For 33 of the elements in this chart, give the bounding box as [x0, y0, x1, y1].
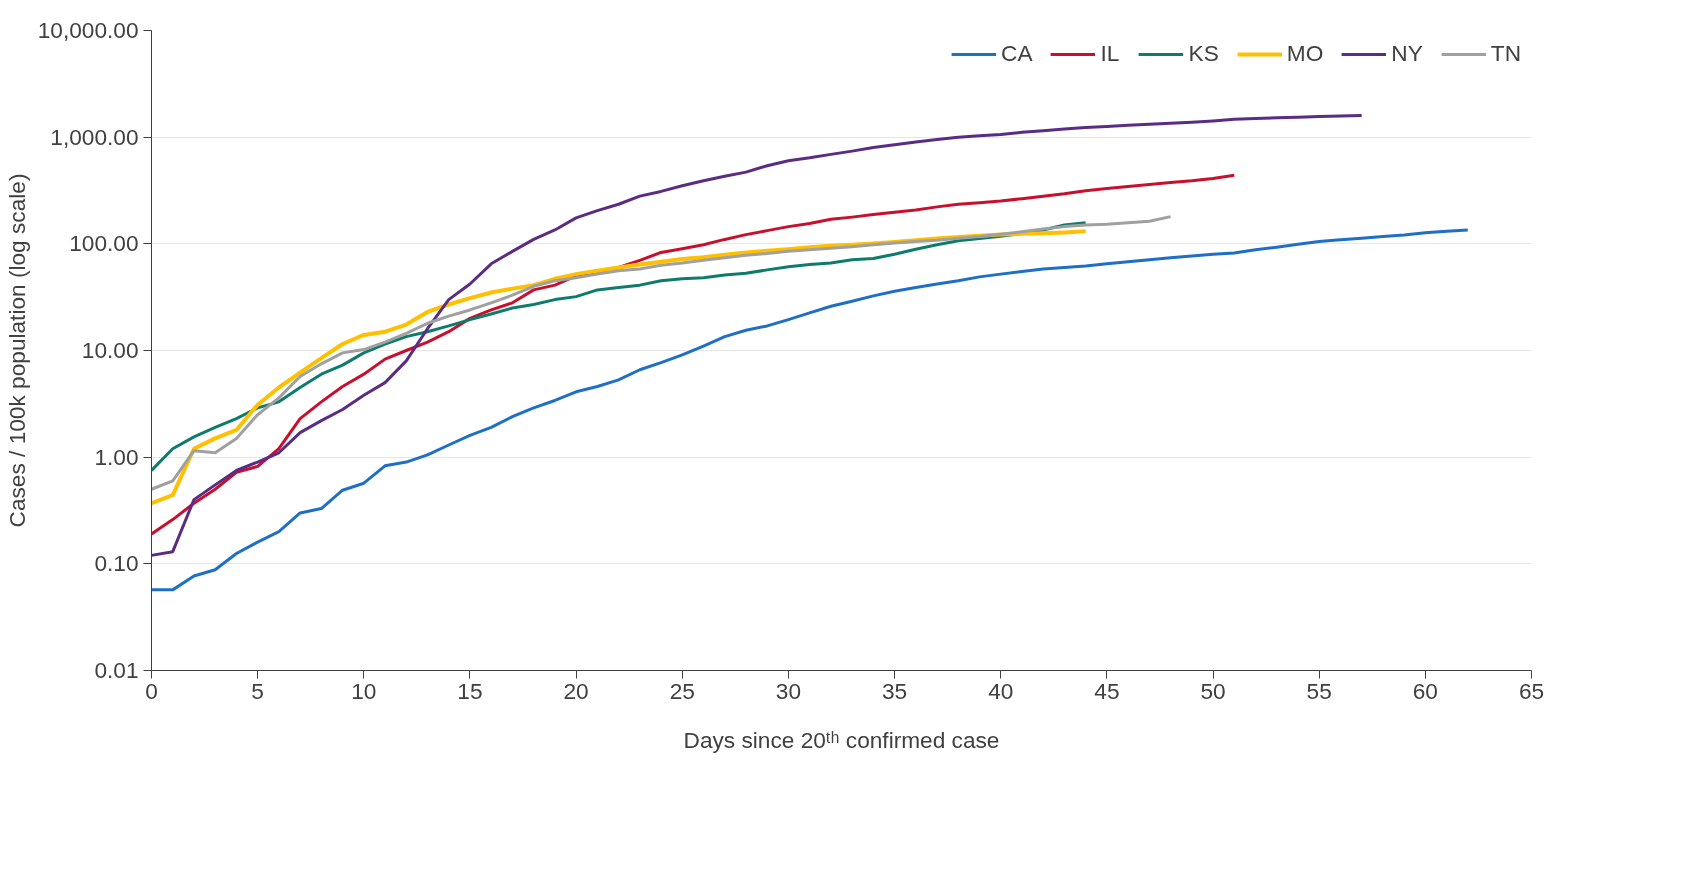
x-tick-label: 30	[775, 677, 802, 704]
y-tick-label: 0.01	[94, 657, 139, 683]
line-series	[151, 215, 1173, 491]
y-tick-label: 1,000.00	[50, 123, 139, 150]
x-tick-label: 25	[669, 677, 695, 704]
y-axis-title: Cases / 100k population (log scale)	[3, 173, 30, 528]
x-tick-label: 40	[988, 677, 1014, 704]
x-tick-label: 35	[881, 677, 908, 704]
y-tick-label: 10.00	[81, 337, 139, 363]
x-tick-label: 50	[1200, 677, 1226, 704]
x-tick-label: 65	[1518, 677, 1545, 704]
legend-label: NY	[1391, 40, 1423, 67]
legend-label: CA	[1001, 40, 1033, 67]
x-tick-label: 20	[563, 677, 589, 704]
x-tick-label: 15	[457, 677, 483, 704]
legend-label: MO	[1286, 40, 1324, 67]
line-series	[151, 113, 1364, 557]
y-tick-label: 1.00	[94, 443, 139, 470]
x-tick-label: 5	[251, 677, 264, 704]
line-series	[151, 173, 1236, 536]
line-series	[151, 228, 1470, 592]
x-tick-label: 60	[1412, 677, 1438, 704]
x-axis-title: Days since 20ᵗʰ confirmed case	[683, 726, 1000, 753]
y-tick-label: 10,000.00	[37, 17, 139, 43]
x-tick-label: 45	[1094, 677, 1120, 704]
x-tick-label: 0	[145, 677, 158, 704]
y-tick-label: 0.10	[94, 550, 139, 577]
y-tick-label: 100.00	[69, 230, 139, 257]
legend-label: TN	[1490, 40, 1521, 67]
x-tick-label: 10	[351, 677, 377, 704]
legend-label: IL	[1100, 40, 1121, 67]
x-tick-label: 55	[1306, 677, 1332, 704]
legend-label: KS	[1188, 40, 1219, 67]
